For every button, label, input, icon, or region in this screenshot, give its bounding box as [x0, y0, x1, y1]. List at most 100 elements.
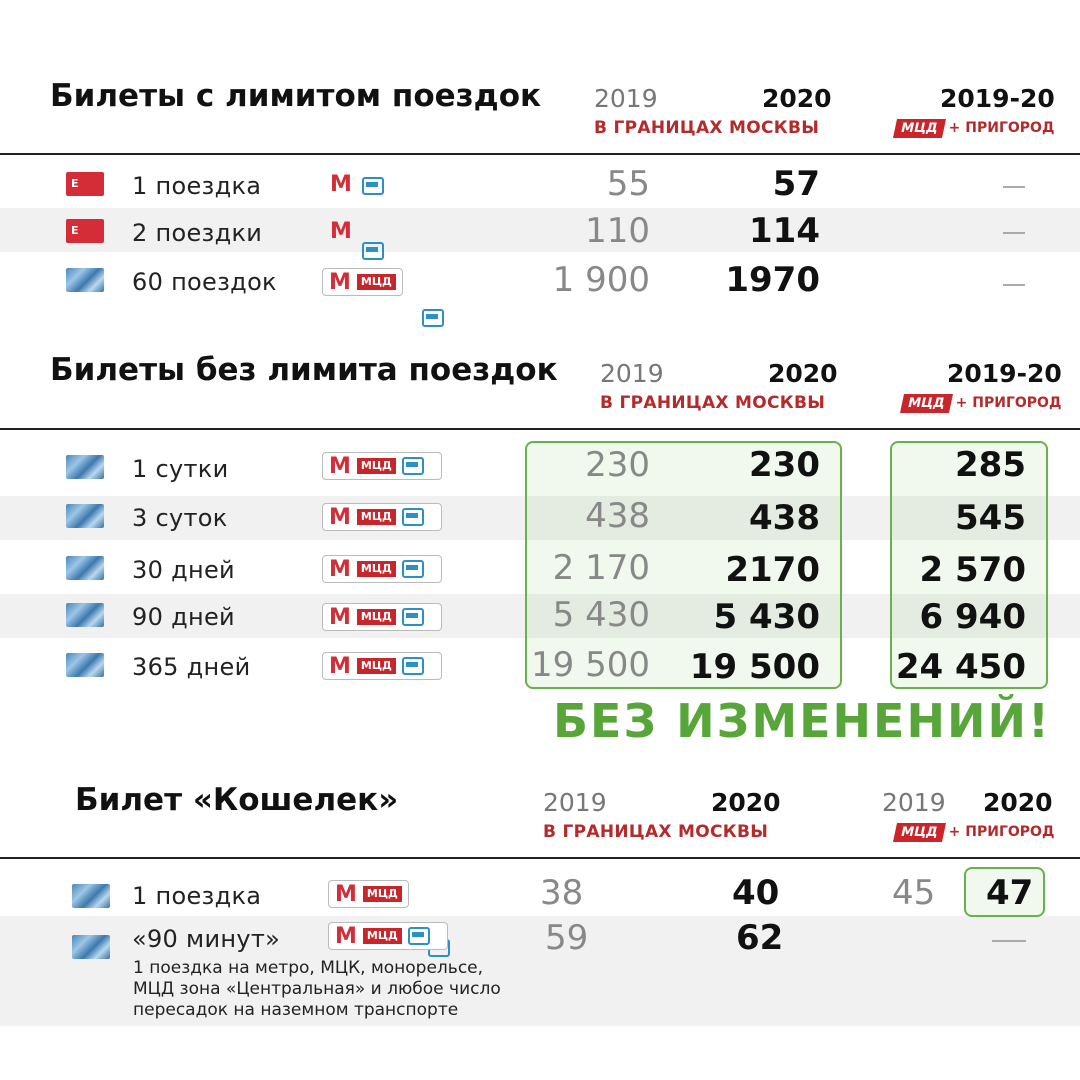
- red-ticket-icon: E: [66, 219, 104, 243]
- value-2020-suburb: 47: [986, 873, 1034, 913]
- ticket-note-line2: МЦД зона «Центральная» и любое число: [133, 979, 501, 999]
- section2-col-2019-20: 2019-20: [947, 359, 1062, 388]
- value-2020: 19 500: [689, 647, 820, 687]
- troika-card-icon: [66, 504, 104, 528]
- no-change-banner: БЕЗ ИЗМЕНЕНИЙ!: [553, 694, 1051, 748]
- value-2020: 230: [749, 445, 820, 485]
- ticket-note-line1: 1 поездка на метро, МЦК, монорельсе,: [133, 958, 484, 978]
- value-2020: 1970: [725, 260, 820, 300]
- section3-moscow-label: В ГРАНИЦАХ МОСКВЫ: [543, 822, 769, 842]
- mcd-icon: МЦД: [356, 274, 396, 290]
- row-label: 90 дней: [132, 603, 235, 631]
- troika-card-icon: [66, 556, 104, 580]
- dash-icon: [1003, 186, 1025, 188]
- section1-col-2019: 2019: [594, 84, 658, 113]
- section1-mcd-badge: МЦД + ПРИГОРОД: [892, 117, 1054, 138]
- value-2019-20: 285: [955, 445, 1026, 485]
- bus-icon: [422, 309, 444, 327]
- value-2019-20: 2 570: [919, 550, 1026, 590]
- red-ticket-icon: E: [66, 172, 104, 196]
- row-label: 30 дней: [132, 556, 235, 584]
- troika-card-icon: [72, 935, 110, 959]
- row-label: 1 поездка: [132, 172, 262, 200]
- bus-icon: [407, 927, 430, 945]
- value-2020: 62: [736, 918, 784, 958]
- bus-icon: [401, 457, 424, 475]
- metro-icon: М: [329, 269, 351, 295]
- troika-card-icon: [66, 653, 104, 677]
- mcd-icon: МЦД: [362, 928, 402, 944]
- value-2019: 38: [540, 873, 584, 913]
- dash-icon: [992, 940, 1026, 942]
- section2-title: Билеты без лимита поездок: [50, 352, 558, 388]
- section1-col-2020: 2020: [762, 84, 832, 113]
- bus-icon: [401, 657, 424, 675]
- value-2019-20: 545: [955, 498, 1026, 538]
- metro-icon: М: [329, 604, 351, 630]
- row-label: 2 поездки: [132, 219, 263, 247]
- section3-col-2020-suburb: 2020: [983, 788, 1053, 817]
- transport-icons-box: М МЦД: [322, 555, 442, 583]
- metro-icon: М: [335, 881, 357, 907]
- increase-highlight-box: [964, 867, 1045, 917]
- section3-col-2019: 2019: [543, 788, 607, 817]
- value-2019-20: 6 940: [919, 597, 1026, 637]
- mcd-icon: МЦД: [356, 509, 396, 525]
- bus-icon: [362, 177, 384, 195]
- row-label: 1 поездка: [132, 882, 262, 910]
- section2-col-2020: 2020: [768, 359, 838, 388]
- row-band: [0, 496, 1080, 540]
- value-2019: 19 500: [531, 645, 650, 685]
- section2-mcd-badge: МЦД + ПРИГОРОД: [899, 392, 1061, 413]
- metro-icon: М: [329, 653, 351, 679]
- transport-icons-box: М МЦД: [322, 268, 403, 296]
- section3-title: Билет «Кошелек»: [75, 782, 399, 818]
- value-2019: 438: [585, 496, 650, 536]
- mcd-icon: МЦД: [362, 886, 402, 902]
- value-2020: 2170: [725, 550, 820, 590]
- value-2020: 438: [749, 498, 820, 538]
- row-band: [0, 208, 1080, 252]
- section1-title: Билеты с лимитом поездок: [50, 78, 542, 114]
- mcd-icon: МЦД: [356, 458, 396, 474]
- row-label: «90 минут»: [132, 925, 281, 953]
- metro-icon: М: [329, 556, 351, 582]
- value-2019: 55: [606, 164, 650, 204]
- row-label: 60 поездок: [132, 268, 277, 296]
- value-2019: 5 430: [552, 595, 650, 635]
- mcd-tag: МЦД: [892, 119, 946, 138]
- value-2019-suburb: 45: [892, 873, 936, 913]
- value-2019-20: 24 450: [895, 647, 1026, 687]
- value-2020: 114: [749, 211, 820, 251]
- metro-icon: М: [329, 453, 351, 479]
- value-2019: 59: [545, 918, 589, 958]
- transport-icons-box: М МЦД: [328, 880, 409, 908]
- value-2020: 5 430: [713, 597, 820, 637]
- row-band: [0, 594, 1080, 638]
- bus-icon: [401, 608, 424, 626]
- metro-icon: М: [329, 504, 351, 530]
- value-2020: 40: [732, 873, 780, 913]
- metro-icon: М: [330, 219, 352, 244]
- section1-moscow-label: В ГРАНИЦАХ МОСКВЫ: [594, 118, 820, 138]
- transport-icons-box: М МЦД: [322, 452, 442, 480]
- transport-icons-box: М МЦД: [322, 652, 442, 680]
- mcd-tag: МЦД: [899, 394, 953, 413]
- transport-icons-box: М МЦД: [322, 503, 442, 531]
- mcd-tag: МЦД: [892, 823, 946, 842]
- metro-icon: М: [330, 172, 352, 197]
- unchanged-highlight-box: [525, 441, 842, 689]
- section3-divider: [0, 857, 1080, 859]
- section2-moscow-label: В ГРАНИЦАХ МОСКВЫ: [600, 393, 826, 413]
- unchanged-highlight-box: [890, 441, 1048, 689]
- section2-divider: [0, 428, 1080, 430]
- bus-icon: [362, 242, 384, 260]
- dash-icon: [1003, 284, 1025, 286]
- troika-card-icon: [66, 603, 104, 627]
- troika-card-icon: [66, 268, 104, 292]
- value-2019: 1 900: [552, 260, 650, 300]
- section3-mcd-badge: МЦД + ПРИГОРОД: [892, 821, 1054, 842]
- section1-col-2019-20: 2019-20: [940, 84, 1055, 113]
- mcd-icon: МЦД: [356, 658, 396, 674]
- value-2020: 57: [772, 164, 820, 204]
